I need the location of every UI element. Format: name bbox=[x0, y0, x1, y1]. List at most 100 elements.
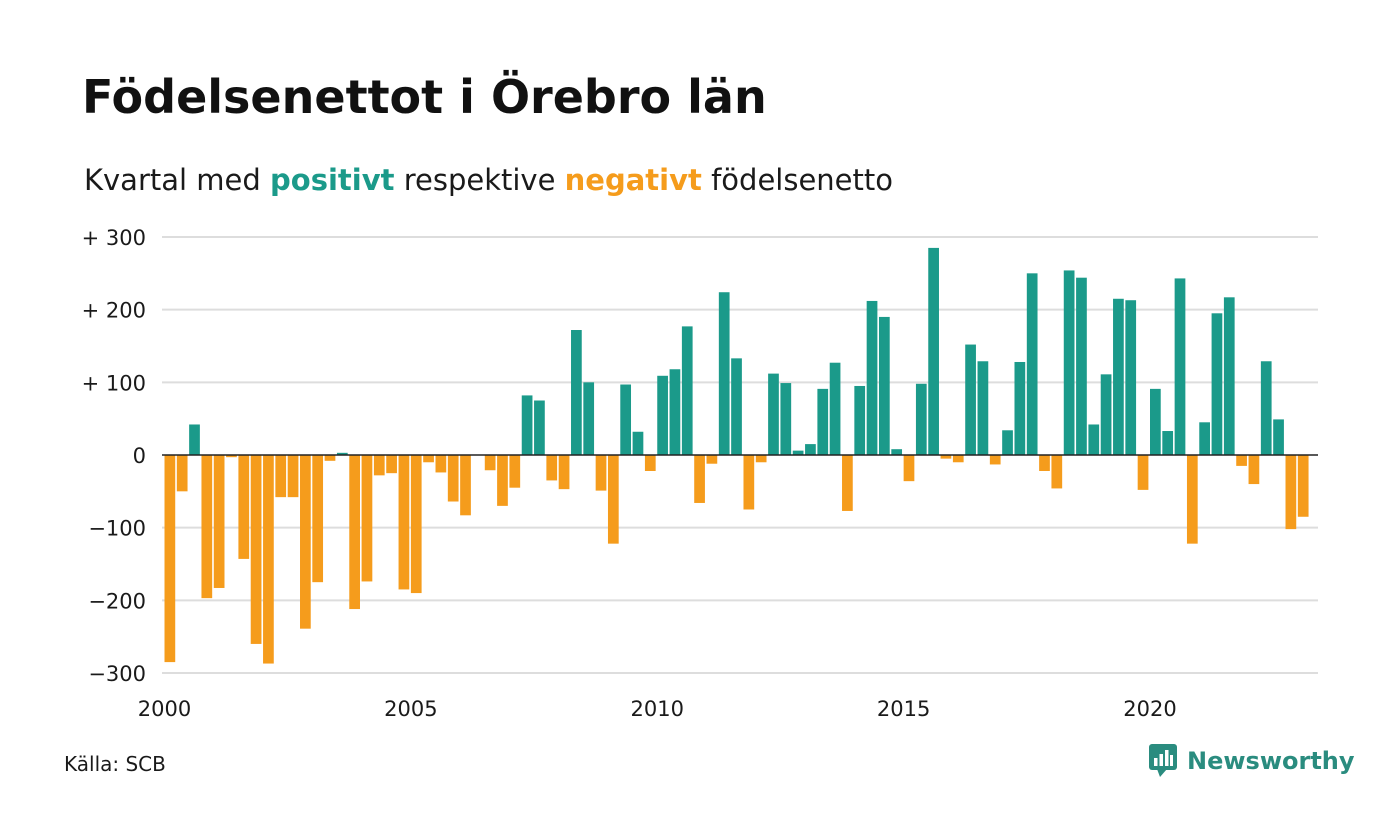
subtitle-text-end: födelsenetto bbox=[701, 163, 893, 197]
positive-bar bbox=[718, 292, 730, 455]
negative-bar bbox=[755, 455, 767, 463]
positive-bar bbox=[1076, 277, 1087, 455]
positive-bar bbox=[1088, 424, 1100, 455]
positive-bar bbox=[534, 400, 545, 455]
positive-bar bbox=[583, 382, 595, 455]
y-axis-tick-labels: + 300 + 200 + 100 0 −100 −200 −300 bbox=[82, 226, 146, 686]
chart-subtitle: Kvartal med positivt respektive negativt… bbox=[84, 163, 893, 197]
positive-bar bbox=[731, 358, 742, 455]
positive-bar bbox=[780, 383, 792, 455]
negative-bar bbox=[164, 455, 176, 663]
positive-bar bbox=[571, 330, 582, 455]
negative-bar bbox=[952, 455, 964, 463]
positive-bar bbox=[1113, 298, 1124, 455]
negative-bar bbox=[1039, 455, 1050, 471]
bar-chart: + 300 + 200 + 100 0 −100 −200 −300 2000 2005 201… bbox=[82, 226, 1318, 721]
negative-bar bbox=[595, 455, 607, 491]
x-tick-label: 2015 bbox=[877, 697, 930, 721]
negative-bar bbox=[447, 455, 459, 502]
positive-bar bbox=[336, 452, 348, 455]
y-tick-label: + 100 bbox=[82, 371, 146, 395]
negative-bar bbox=[989, 455, 1001, 465]
positive-bar bbox=[817, 388, 829, 455]
negative-bar bbox=[509, 455, 521, 488]
positive-bar bbox=[1223, 297, 1235, 455]
positive-bar bbox=[878, 316, 890, 455]
positive-bar bbox=[1199, 422, 1210, 455]
negative-bar bbox=[435, 455, 447, 473]
newsworthy-logo: Newsworthy bbox=[1148, 743, 1355, 779]
positive-bar bbox=[891, 449, 903, 455]
negative-bar bbox=[250, 455, 262, 644]
positive-bar bbox=[1260, 361, 1272, 455]
positive-bar bbox=[805, 444, 816, 455]
negative-bar bbox=[607, 455, 619, 544]
negative-bar bbox=[275, 455, 287, 498]
negative-bar bbox=[460, 455, 471, 516]
negative-bar bbox=[324, 455, 336, 461]
negative-bar bbox=[842, 455, 853, 511]
x-tick-label: 2020 bbox=[1123, 697, 1176, 721]
positive-bar bbox=[189, 424, 200, 455]
positive-bar bbox=[965, 344, 976, 455]
chart-bubble-icon bbox=[1149, 744, 1177, 777]
x-tick-label: 2010 bbox=[631, 697, 684, 721]
negative-bar bbox=[546, 455, 558, 481]
positive-bar bbox=[1026, 273, 1038, 455]
y-tick-label: 0 bbox=[133, 444, 146, 468]
positive-bar bbox=[1002, 430, 1013, 455]
negative-bar bbox=[213, 455, 225, 588]
positive-bar bbox=[829, 362, 841, 455]
subtitle-negative-word: negativt bbox=[564, 163, 702, 197]
negative-bar bbox=[706, 455, 718, 464]
positive-bar bbox=[915, 383, 927, 455]
positive-bar bbox=[681, 326, 693, 455]
negative-bar bbox=[1137, 455, 1149, 490]
positive-bar bbox=[866, 300, 878, 455]
chart-title: Födelsenettot i Örebro län bbox=[82, 70, 767, 124]
negative-bar bbox=[558, 455, 570, 490]
positive-bar bbox=[521, 395, 533, 455]
negative-bar bbox=[1297, 455, 1309, 517]
negative-bar bbox=[361, 455, 373, 582]
negative-bar bbox=[312, 455, 324, 583]
negative-bar bbox=[410, 455, 422, 594]
negative-bar bbox=[644, 455, 656, 471]
positive-bar bbox=[977, 361, 989, 455]
positive-bar bbox=[1100, 374, 1112, 455]
x-tick-label: 2005 bbox=[384, 697, 437, 721]
positive-bar bbox=[854, 385, 866, 455]
negative-bar bbox=[398, 455, 410, 590]
y-tick-label: −300 bbox=[88, 662, 146, 686]
positive-bar bbox=[1014, 361, 1026, 455]
negative-bar bbox=[1236, 455, 1247, 466]
negative-bar bbox=[743, 455, 755, 510]
positive-bar bbox=[768, 373, 779, 455]
negative-bar bbox=[484, 455, 496, 471]
subtitle-text-middle: respektive bbox=[394, 163, 565, 197]
negative-bar bbox=[423, 455, 434, 463]
y-tick-label: + 300 bbox=[82, 226, 146, 250]
negative-bar bbox=[940, 455, 952, 459]
positive-bar bbox=[620, 384, 632, 455]
positive-bar bbox=[669, 369, 681, 455]
x-tick-label: 2000 bbox=[138, 697, 191, 721]
brand-name: Newsworthy bbox=[1187, 747, 1355, 775]
y-tick-label: −100 bbox=[88, 517, 146, 541]
positive-bar bbox=[1125, 300, 1137, 455]
positive-bar bbox=[1063, 270, 1075, 455]
positive-bar bbox=[1273, 419, 1284, 455]
subtitle-positive-word: positivt bbox=[270, 163, 395, 197]
negative-bar bbox=[176, 455, 188, 492]
positive-bar bbox=[1174, 278, 1186, 455]
negative-bar bbox=[903, 455, 915, 482]
y-tick-label: −200 bbox=[88, 589, 146, 613]
y-tick-label: + 200 bbox=[82, 299, 146, 323]
positive-bar bbox=[1162, 431, 1174, 455]
negative-bar bbox=[287, 455, 299, 498]
positive-bar bbox=[792, 450, 804, 455]
negative-bar bbox=[497, 455, 508, 506]
negative-bar bbox=[1285, 455, 1297, 530]
positive-bar bbox=[1150, 388, 1161, 455]
negative-bar bbox=[201, 455, 213, 599]
